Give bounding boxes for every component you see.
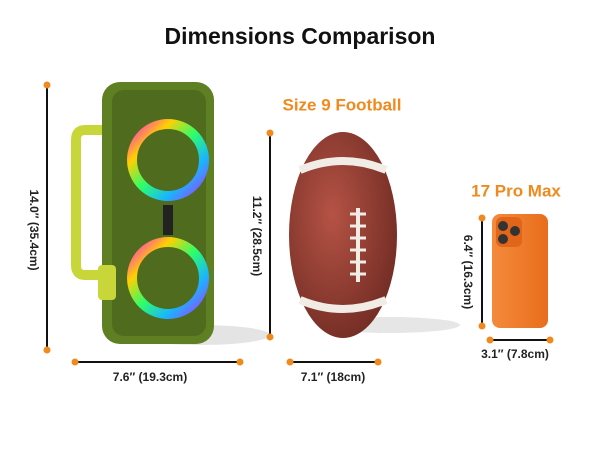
football-height: 11.2″ (28.5cm) [250,196,264,276]
football-illustration [289,132,460,338]
dimension-lines [43,81,554,366]
phone-illustration [492,214,548,328]
speaker-illustration [71,82,270,345]
phone-label: 17 Pro Max [471,181,561,200]
speaker-height: 14.0″ (35.4cm) [27,189,41,270]
speaker-width: 7.6″ (19.3cm) [113,370,187,384]
phone-width: 3.1″ (7.8cm) [481,347,549,361]
title: Dimensions Comparison [165,23,436,49]
football-width: 7.1″ (18cm) [301,370,365,384]
phone-height: 6.4″ (16.3cm) [461,235,475,309]
football-label: Size 9 Football [282,95,401,114]
